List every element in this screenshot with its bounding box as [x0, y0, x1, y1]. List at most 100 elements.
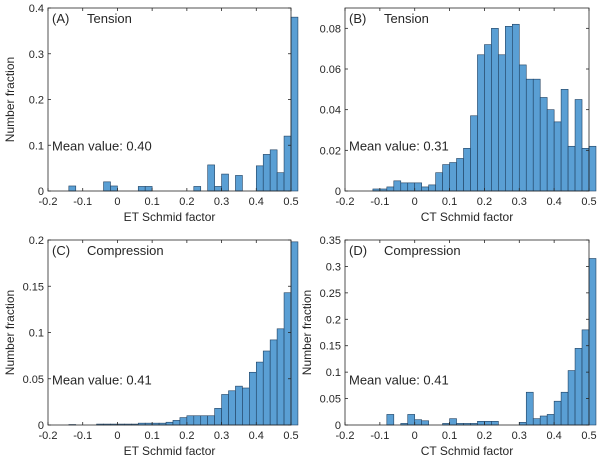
axes-box: [344, 7, 590, 192]
x-tick-label: 0.2: [477, 196, 492, 208]
histogram-bar: [449, 162, 457, 192]
histogram-bar: [546, 109, 555, 192]
histogram-bar: [581, 329, 590, 426]
histogram-bar: [512, 23, 520, 192]
histogram-bar: [421, 186, 429, 192]
y-tick-label: 0.4: [29, 3, 44, 15]
y-tick-label: 0.02: [320, 145, 341, 157]
histogram-bar: [283, 135, 292, 192]
y-axis-label: Number fraction: [3, 290, 17, 375]
x-tick-label: 0.5: [581, 196, 596, 208]
x-tick-label: -0.1: [370, 430, 389, 442]
x-tick-label: 0: [412, 196, 418, 208]
panel-label: (C): [52, 243, 70, 258]
histogram-bar: [221, 394, 229, 426]
y-tick-label: 0.1: [29, 140, 44, 152]
histogram-bar: [477, 420, 485, 426]
histogram-bar: [269, 339, 278, 426]
mean-value-annotation: Mean value: 0.31: [349, 139, 449, 154]
histogram-bar: [276, 328, 285, 426]
histogram-bar: [581, 148, 590, 192]
y-tick-label: 0.3: [29, 49, 44, 61]
chart-panel-1: -0.2 -0.1 0 0.1 0.2 0.3 0.4 0.5 0 0.1 0.2 0.3 0.4 ET …: [3, 3, 299, 224]
y-tick-label: 0.1: [29, 328, 44, 340]
histogram-bar: [283, 292, 292, 426]
x-tick-label: -0.1: [73, 196, 92, 208]
histogram-bar: [428, 184, 436, 192]
histogram-bar: [463, 148, 471, 192]
y-tick-label: 0.35: [320, 235, 341, 247]
x-axis-label: ET Schmid factor: [124, 444, 216, 458]
y-axis-label: Number fraction: [300, 290, 314, 375]
histogram-bar: [235, 385, 243, 426]
x-tick-label: 0: [114, 196, 120, 208]
histogram-bar: [165, 421, 174, 426]
histogram-bar: [262, 350, 271, 426]
histogram-bar: [546, 414, 555, 426]
y-tick-label: 0.15: [23, 281, 44, 293]
x-tick-label: 0.2: [477, 430, 492, 442]
chart-panel-4: -0.2 -0.1 0 0.1 0.2 0.3 0.4 0.5 0 0.05 0.1 0.15 0.2 0…: [300, 235, 597, 458]
histogram-bar: [255, 361, 264, 426]
histogram-bar: [110, 185, 118, 192]
histogram-bar: [103, 181, 111, 192]
x-tick-label: 0.3: [512, 196, 527, 208]
y-tick-label: 0.3: [326, 261, 341, 273]
histogram-bar: [255, 165, 264, 192]
x-tick-label: 0.1: [144, 430, 159, 442]
mean-value-annotation: Mean value: 0.40: [52, 139, 152, 154]
chart-panel-3: -0.2 -0.1 0 0.1 0.2 0.3 0.4 0.5 0 0.05 0.1 0.15 0.2 E…: [3, 235, 299, 458]
histogram-bar: [221, 173, 229, 192]
y-tick-label: 0: [335, 420, 341, 432]
x-tick-label: 0.4: [546, 430, 561, 442]
y-axis-label: Number fraction: [3, 57, 17, 142]
axes-box: [47, 7, 292, 192]
histogram-bar: [414, 182, 422, 192]
x-tick-label: 0.5: [581, 430, 596, 442]
panel-label: (A): [52, 11, 69, 26]
x-axis-label: CT Schmid factor: [421, 210, 513, 224]
x-tick-label: -0.2: [336, 196, 355, 208]
histogram-bar: [249, 371, 257, 426]
histogram-bar: [235, 175, 243, 192]
histogram-bar: [525, 78, 534, 192]
histogram-bar: [525, 391, 534, 426]
x-tick-label: 0.4: [546, 196, 561, 208]
histogram-bar: [193, 415, 202, 426]
histogram-bar: [400, 182, 409, 192]
x-tick-label: 0.1: [144, 196, 159, 208]
y-tick-label: 0: [38, 420, 44, 432]
x-tick-label: -0.2: [39, 430, 58, 442]
histogram-bar: [276, 172, 285, 192]
histogram-bar: [200, 415, 208, 426]
histogram-bar: [498, 54, 506, 192]
histogram-bar: [588, 145, 597, 192]
histogram-bar: [144, 186, 153, 192]
histogram-bar: [505, 25, 513, 192]
x-tick-label: 0.4: [249, 196, 264, 208]
histogram-bar: [588, 258, 597, 426]
histogram-bar: [567, 145, 576, 192]
x-axis-label: CT Schmid factor: [421, 444, 513, 458]
x-tick-label: 0.4: [249, 430, 264, 442]
histogram-bar: [553, 121, 562, 192]
histogram-bar: [407, 414, 416, 426]
histogram-bar: [442, 164, 450, 192]
histogram-bar: [574, 99, 583, 192]
y-tick-label: 0.2: [29, 95, 44, 107]
x-tick-label: -0.2: [336, 430, 355, 442]
histogram-bar: [228, 390, 236, 426]
y-tick-label: 0.05: [320, 394, 341, 406]
y-tick-label: 0.06: [320, 64, 341, 76]
panel-label: (B): [349, 11, 366, 26]
histogram-bar: [532, 78, 541, 192]
histogram-bar: [491, 420, 499, 426]
y-tick-label: 0: [335, 186, 341, 198]
x-tick-label: 0.3: [214, 196, 229, 208]
histogram-bar: [435, 172, 443, 192]
panel-title: Compression: [87, 243, 164, 258]
histogram-bar: [491, 28, 499, 192]
x-tick-label: 0.2: [179, 196, 194, 208]
histogram-bar: [518, 64, 527, 192]
